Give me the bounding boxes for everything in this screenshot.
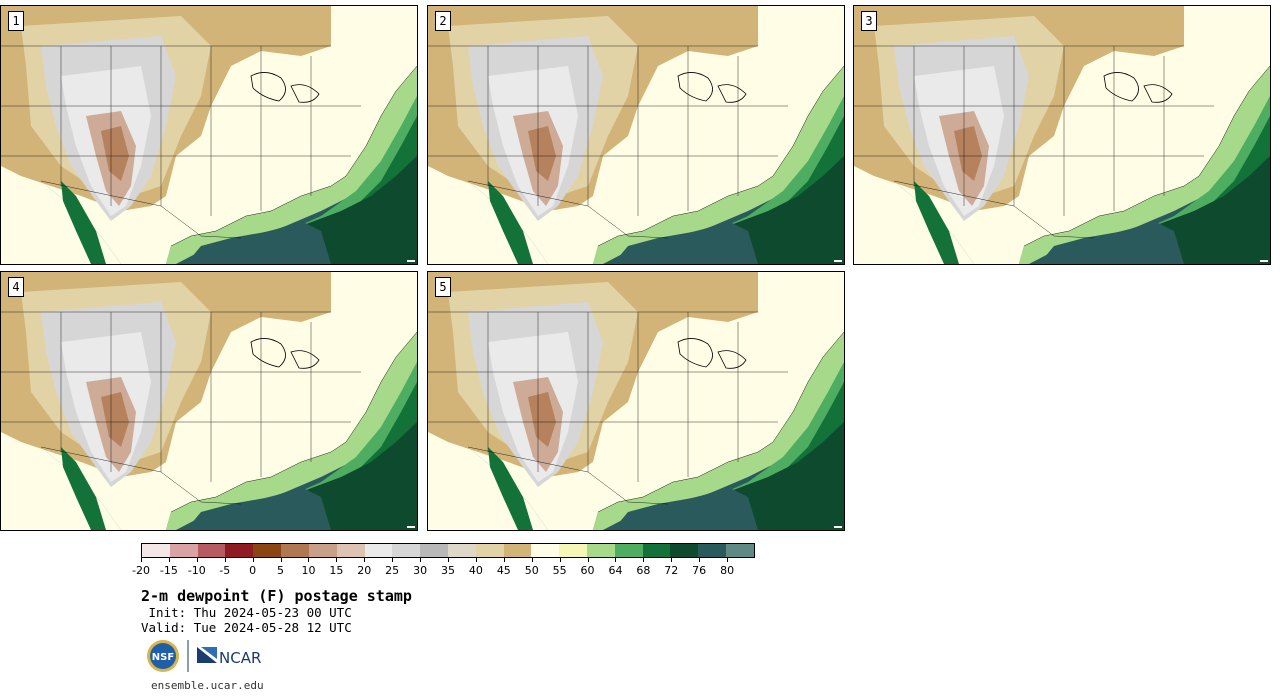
panel-number-label: 5 — [435, 277, 451, 297]
dewpoint-map — [428, 6, 844, 264]
postage-stamp-panel-4: 4 — [0, 271, 418, 531]
dewpoint-map — [854, 6, 1270, 264]
colorbar-tick — [671, 558, 673, 562]
corner-mark — [1260, 260, 1268, 262]
colorbar-tick-label: 10 — [301, 564, 316, 577]
colorbar-tick — [531, 558, 533, 562]
colorbar-segment — [364, 544, 393, 557]
postage-stamp-panel-1: 1 — [0, 5, 418, 265]
colorbar-tick-label: 60 — [580, 564, 595, 577]
colorbar-segment — [253, 544, 282, 557]
colorbar-segment — [642, 544, 671, 557]
corner-mark — [834, 260, 842, 262]
colorbar-tick — [224, 558, 226, 562]
figure-title: 2-m dewpoint (F) postage stamp — [141, 587, 412, 605]
postage-stamp-panel-3: 3 — [853, 5, 1271, 265]
colorbar-tick-label: 5 — [277, 564, 285, 577]
corner-mark — [834, 526, 842, 528]
dewpoint-map — [428, 272, 844, 530]
colorbar-tick — [392, 558, 394, 562]
colorbar-segment — [281, 544, 309, 557]
colorbar-tick — [280, 558, 282, 562]
colorbar-tick — [699, 558, 701, 562]
colorbar-tick — [308, 558, 310, 562]
init-time: Init: Thu 2024-05-23 00 UTC — [141, 605, 352, 620]
colorbar-segment — [420, 544, 448, 557]
colorbar-segment — [726, 544, 754, 557]
panel-number-label: 2 — [435, 11, 451, 31]
colorbar-tick — [420, 558, 422, 562]
colorbar-tick-label: 64 — [608, 564, 623, 577]
colorbar-ticks: -20 -15 -10 -5 0 5 10 15 20 25 30 35 40 45 50 55 60 64 68 7… — [132, 558, 755, 578]
colorbar-tick-label: -20 — [132, 564, 150, 577]
panel-number-label: 4 — [8, 277, 24, 297]
nsf-logo-icon: NSF — [147, 640, 179, 672]
ncar-logo-text: NCAR — [219, 649, 261, 667]
nsf-logo-text: NSF — [152, 652, 174, 663]
colorbar-tick-label: 45 — [496, 564, 511, 577]
colorbar-tick — [364, 558, 366, 562]
colorbar-segment — [587, 544, 615, 557]
colorbar-tick-label: 55 — [552, 564, 567, 577]
colorbar-tick — [168, 558, 170, 562]
colorbar-tick-label: 76 — [692, 564, 707, 577]
colorbar-tick-label: 50 — [524, 564, 539, 577]
colorbar-tick-label: 0 — [249, 564, 257, 577]
colorbar-segment — [447, 544, 476, 557]
site-url: ensemble.ucar.edu — [151, 679, 264, 692]
colorbar-segment — [531, 544, 560, 557]
postage-stamp-panel-2: 2 — [427, 5, 845, 265]
colorbar-segment — [475, 544, 504, 557]
colorbar-tick — [475, 558, 477, 562]
colorbar-segment — [559, 544, 587, 557]
colorbar-tick-label: 68 — [636, 564, 651, 577]
corner-mark — [407, 260, 415, 262]
colorbar-tick — [643, 558, 645, 562]
colorbar-tick — [559, 558, 561, 562]
colorbar-tick-label: -5 — [219, 564, 231, 577]
colorbar-tick — [141, 558, 142, 562]
colorbar-tick-label: 15 — [329, 564, 344, 577]
corner-mark — [407, 526, 415, 528]
colorbar-tick-label: 25 — [385, 564, 400, 577]
colorbar-segment — [670, 544, 699, 557]
colorbar-tick — [336, 558, 338, 562]
colorbar-tick-label: 72 — [664, 564, 679, 577]
colorbar-segment — [614, 544, 643, 557]
colorbar-tick — [252, 558, 254, 562]
colorbar-tick — [727, 558, 729, 562]
logos: NSF NCAR — [145, 638, 275, 674]
colorbar-segment — [197, 544, 226, 557]
postage-stamp-panel-5: 5 — [427, 271, 845, 531]
colorbar-segment — [392, 544, 421, 557]
colorbar-segment — [698, 544, 727, 557]
colorbar-segment — [142, 544, 170, 557]
ncar-logo-icon: NCAR — [197, 647, 261, 667]
colorbar-tick — [503, 558, 505, 562]
colorbar-segment — [169, 544, 198, 557]
colorbar-tick-label: 35 — [441, 564, 455, 577]
colorbar-tick — [448, 558, 449, 562]
panel-number-label: 3 — [861, 11, 877, 31]
colorbar-tick-label: 40 — [468, 564, 483, 577]
dewpoint-map — [1, 272, 417, 530]
colorbar-tick-label: 20 — [357, 564, 372, 577]
colorbar-tick — [587, 558, 589, 562]
colorbar-segment — [308, 544, 337, 557]
colorbar-tick-label: -10 — [187, 564, 206, 577]
colorbar-tick-label: 30 — [413, 564, 428, 577]
colorbar-segment — [336, 544, 365, 557]
colorbar-tick-label: -15 — [159, 564, 178, 577]
colorbar-tick — [196, 558, 198, 562]
valid-time: Valid: Tue 2024-05-28 12 UTC — [141, 620, 352, 635]
colorbar-tick — [615, 558, 617, 562]
colorbar-segment — [225, 544, 254, 557]
colorbar — [141, 543, 755, 558]
colorbar-tick-label: 80 — [720, 564, 735, 577]
dewpoint-map — [1, 6, 417, 264]
panel-number-label: 1 — [8, 11, 24, 31]
colorbar-segment — [503, 544, 532, 557]
